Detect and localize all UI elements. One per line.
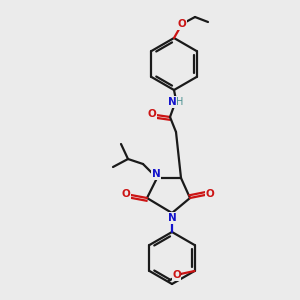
Text: O: O [172, 270, 181, 280]
Text: H: H [176, 97, 184, 107]
Text: N: N [168, 97, 176, 107]
Text: O: O [178, 19, 186, 29]
Text: O: O [206, 189, 214, 199]
Text: O: O [148, 109, 156, 119]
Text: N: N [152, 169, 160, 179]
Text: N: N [168, 213, 176, 223]
Text: O: O [122, 189, 130, 199]
